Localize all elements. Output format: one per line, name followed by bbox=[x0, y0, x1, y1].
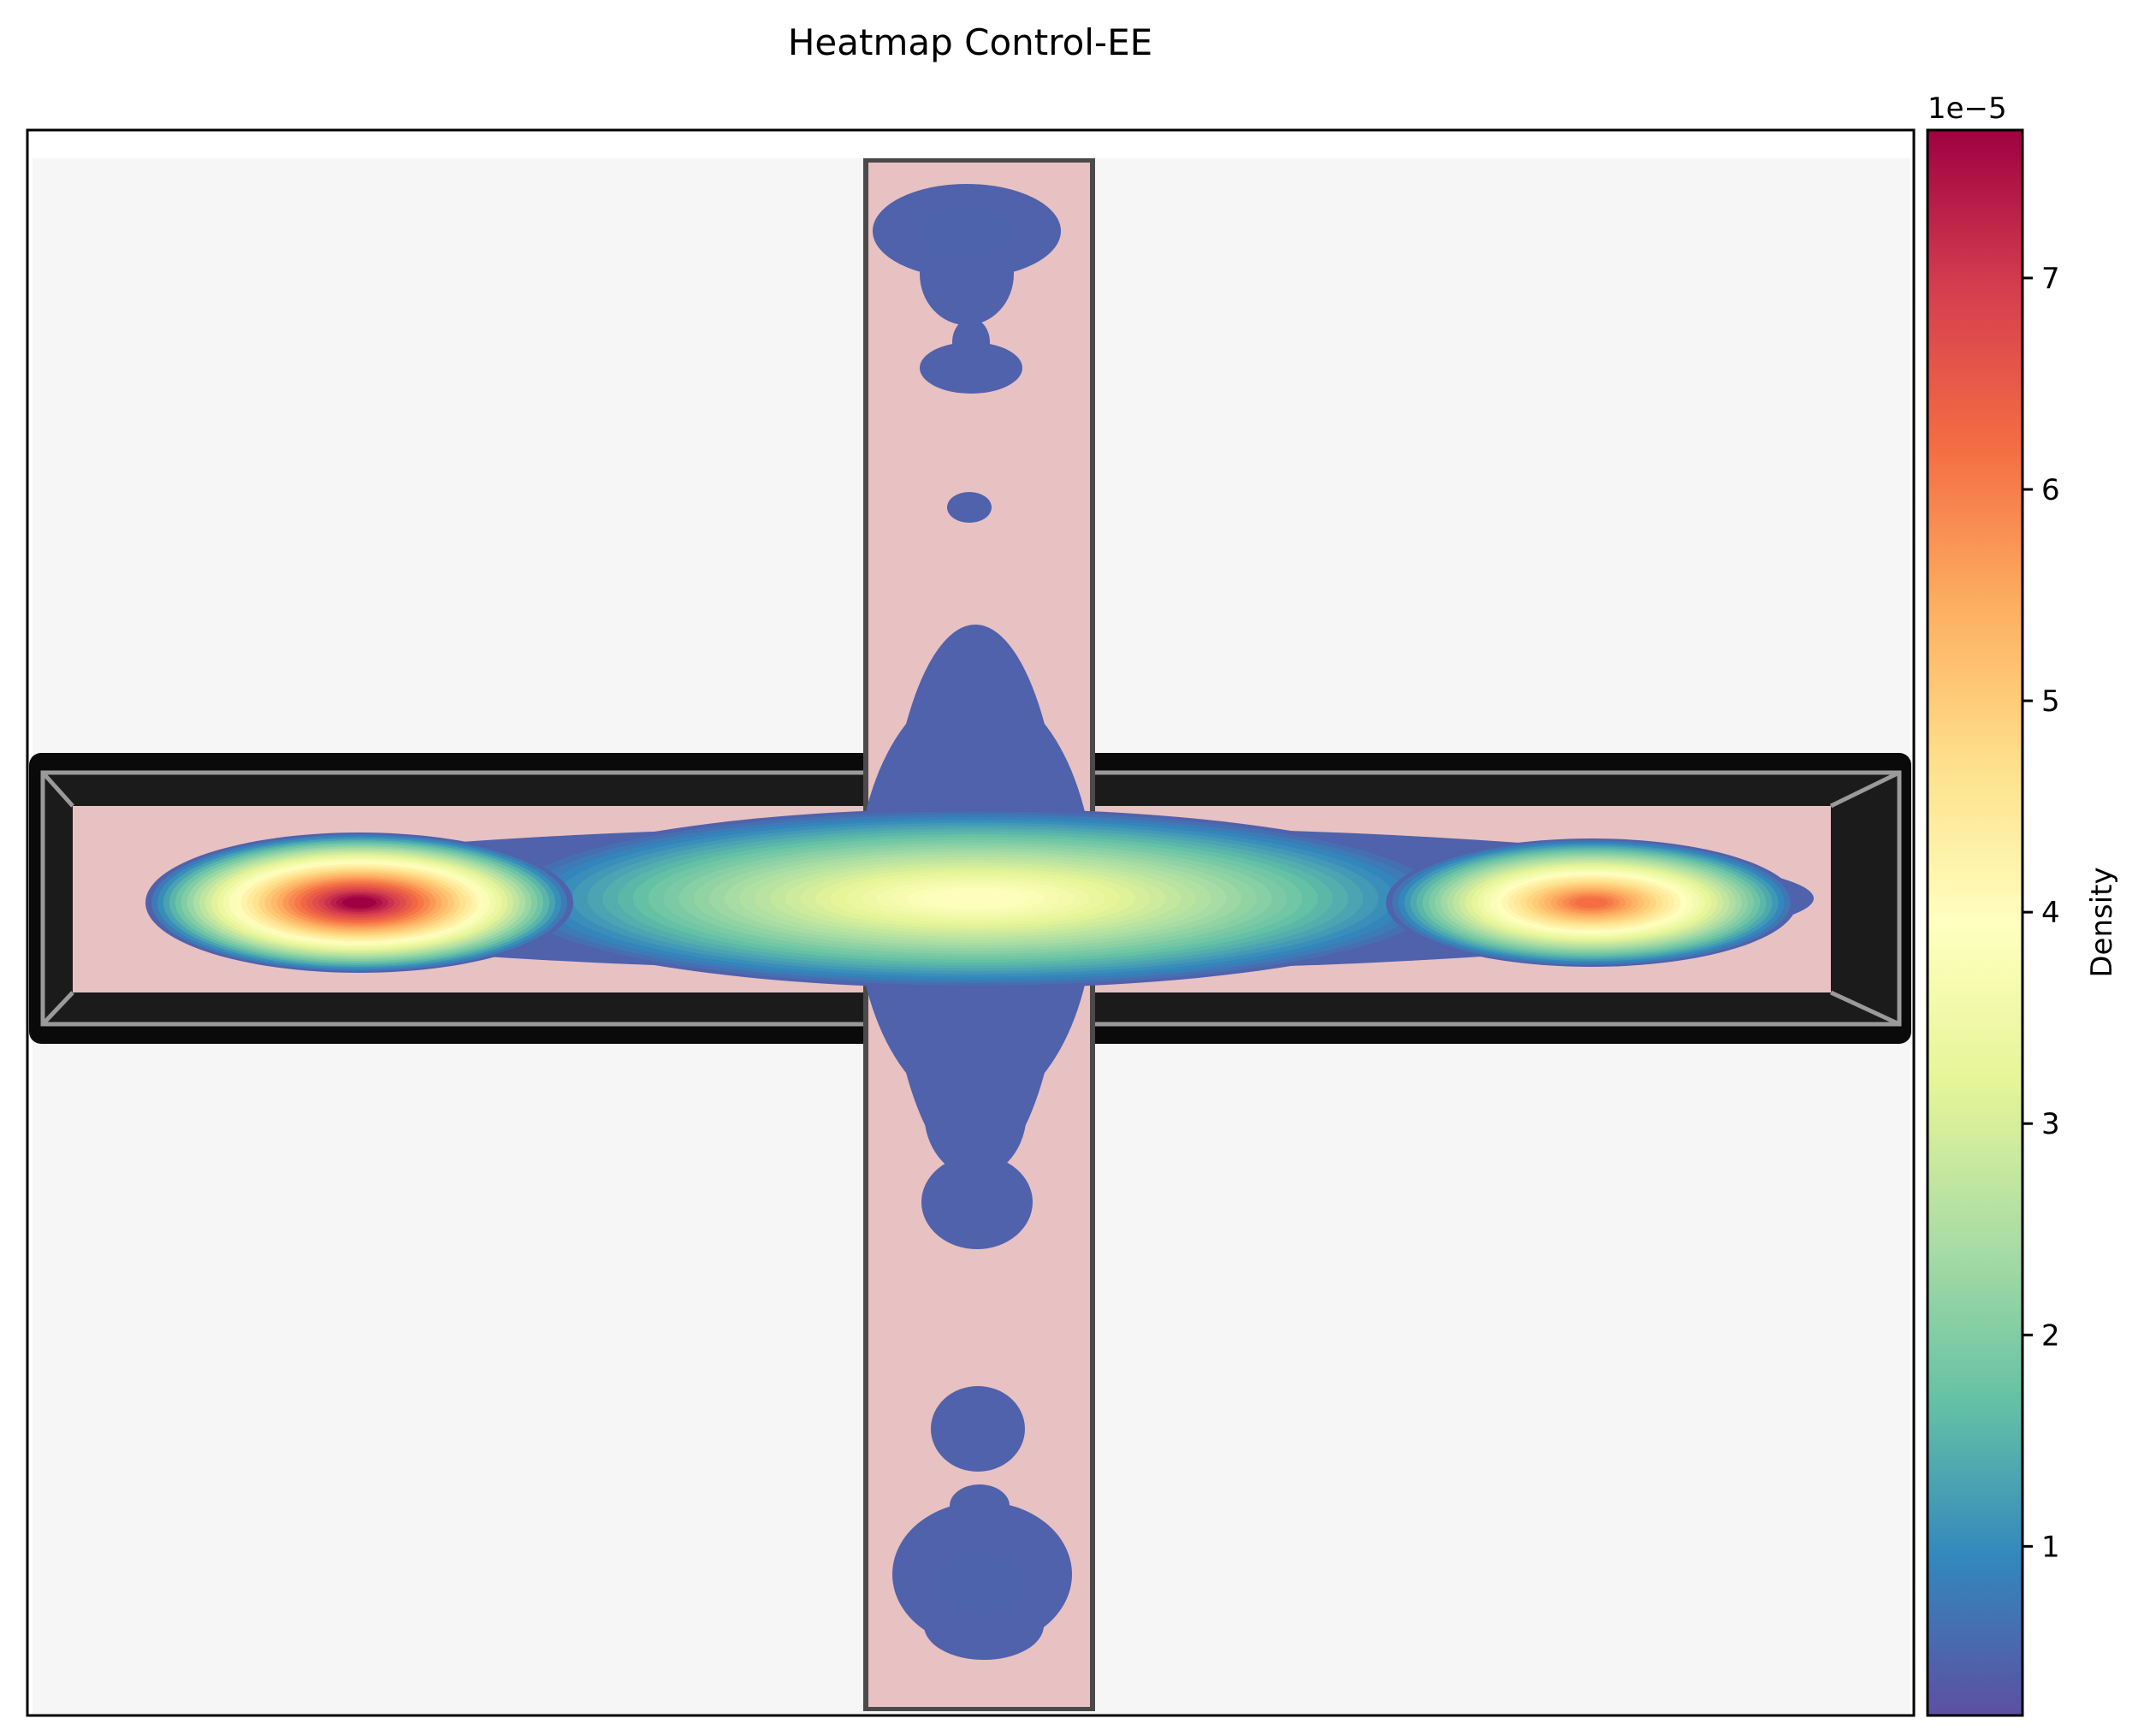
colorbar-tick-label: 4 bbox=[2041, 896, 2060, 930]
density-contour-top bbox=[947, 492, 992, 523]
rim-diagonal bbox=[41, 771, 74, 808]
colorbar: 1 2 3 4 5 6 7 1e−5 Density bbox=[1926, 92, 2119, 1717]
colorbar-tick-label: 3 bbox=[2041, 1107, 2060, 1141]
density-contour-right bbox=[1574, 898, 1608, 908]
density-contour-bottom bbox=[931, 1386, 1025, 1472]
colorbar-label: Density bbox=[2085, 867, 2119, 977]
colorbar-tick-label: 7 bbox=[2041, 262, 2060, 296]
colorbar-tick-label: 2 bbox=[2041, 1318, 2060, 1353]
colorbar-frame bbox=[1926, 128, 2024, 1717]
density-contour-center bbox=[937, 891, 1014, 906]
density-contour-bottom bbox=[939, 1553, 1025, 1613]
colorbar-tick-label: 6 bbox=[2041, 473, 2060, 507]
density-contour-top bbox=[920, 342, 1022, 394]
rim-diagonal bbox=[1829, 770, 1901, 809]
density-contour-bottom bbox=[924, 1591, 1044, 1660]
density-layer bbox=[145, 184, 1814, 1660]
density-contour bbox=[921, 1155, 1033, 1249]
density-contour bbox=[928, 629, 1022, 740]
plot-area bbox=[27, 130, 1914, 1715]
colorbar-tick-label: 1 bbox=[2041, 1530, 2060, 1564]
density-contour-top bbox=[920, 207, 1014, 255]
density-contour bbox=[924, 1048, 1027, 1176]
plot-frame bbox=[26, 128, 1916, 1717]
colorbar-ticks: 1 2 3 4 5 6 7 bbox=[2023, 262, 2060, 1564]
chart-title: Heatmap Control-EE bbox=[788, 21, 1152, 63]
rim-diagonal bbox=[41, 991, 74, 1026]
colorbar-tick-label: 5 bbox=[2041, 684, 2060, 719]
colorbar-offset-text: 1e−5 bbox=[1928, 92, 2007, 126]
density-contour-left bbox=[342, 897, 376, 909]
colorbar-gradient bbox=[1928, 130, 2023, 1715]
rim-diagonal bbox=[1829, 990, 1901, 1027]
